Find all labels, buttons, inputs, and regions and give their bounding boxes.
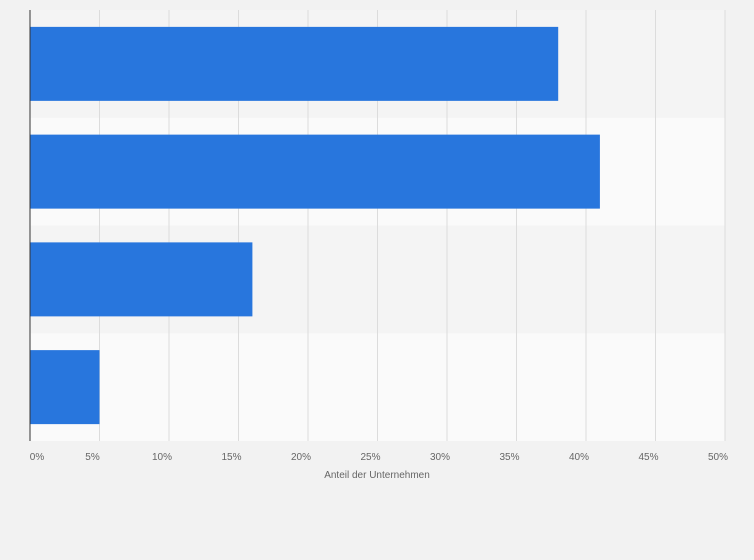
bar (30, 134, 600, 209)
x-tick-label: 20% (291, 452, 311, 463)
bar (30, 242, 253, 317)
bars (30, 26, 600, 425)
x-tick-label: 45% (638, 452, 658, 463)
x-tick-label: 40% (569, 452, 589, 463)
x-tick-labels: 0% 5% 10% 15% 20% 25% 30% 35% 40% 45% 50% (30, 452, 728, 463)
x-axis-title: Anteil der Unternehmen (324, 470, 430, 481)
x-tick-label: 25% (360, 452, 380, 463)
x-tick-label: 35% (499, 452, 519, 463)
x-tick-label: 30% (430, 452, 450, 463)
x-tick-label: 0% (30, 452, 45, 463)
bar (30, 350, 100, 425)
x-tick-label: 50% (708, 452, 728, 463)
x-tick-label: 15% (221, 452, 241, 463)
bar (30, 26, 559, 101)
x-tick-label: 10% (152, 452, 172, 463)
x-tick-label: 5% (85, 452, 100, 463)
